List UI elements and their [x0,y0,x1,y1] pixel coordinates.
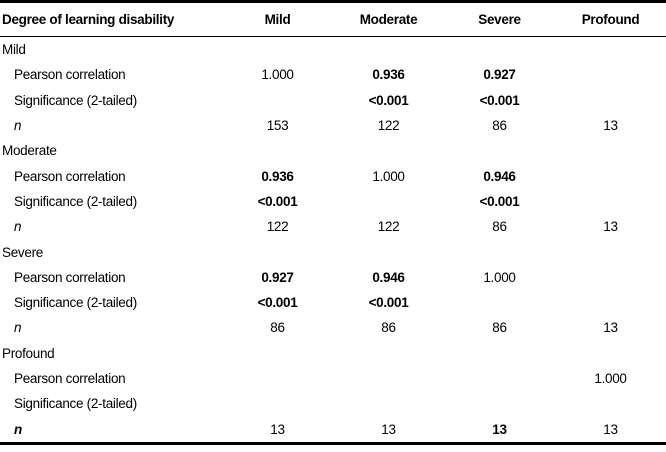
data-cell: 0.927 [483,67,516,83]
data-cell: 122 [377,219,400,235]
data-cell [222,366,333,391]
data-cell: <0.001 [257,193,298,209]
data-cell: 86 [381,320,396,336]
data-cell [333,189,444,214]
data-cell: <0.001 [257,295,298,311]
data-cell [222,391,333,416]
data-cell [333,366,444,391]
data-cell: 13 [270,421,285,437]
data-cell: 153 [266,118,289,134]
row-label: Pearson correlation [14,168,126,184]
row-label: Significance (2-tailed) [14,193,137,209]
row-label: Significance (2-tailed) [14,396,137,412]
data-cell: 1.000 [594,371,627,386]
data-cell: <0.001 [479,193,520,209]
row-label: n [14,320,22,336]
section-row-mild: Mild [0,37,666,63]
column-header-mild: Mild [264,12,291,27]
table-body: Mild Pearson correlation 1.000 0.936 0.927 Si… [0,37,666,444]
data-cell: 86 [492,219,507,235]
data-cell: 1.000 [372,168,405,184]
section-row-moderate: Moderate [0,138,666,163]
data-cell: 13 [603,320,618,336]
table-row-mild-pearson-correlation: Pearson correlation 1.000 0.936 0.927 [0,62,666,87]
data-cell [555,163,666,188]
data-cell: 122 [266,219,289,235]
data-cell: 0.927 [261,269,294,285]
section-title: Mild [2,42,26,58]
table-row-severe-pearson-correlation: Pearson correlation 0.927 0.946 1.000 [0,265,666,290]
data-cell: 1.000 [483,269,516,285]
table-row-moderate-significance-2-tailed: Significance (2-tailed) <0.001 <0.001 [0,189,666,214]
data-cell: 13 [603,118,618,134]
table-row-mild-significance-2-tailed: Significance (2-tailed) <0.001 <0.001 [0,88,666,113]
table-row-profound-pearson-correlation: Pearson correlation 1.000 [0,366,666,391]
data-cell: 13 [603,219,618,235]
column-header-moderate: Moderate [359,12,418,27]
section-title: Profound [2,345,55,361]
table-row-mild-n: n 153 122 86 13 [0,113,666,138]
data-cell: 86 [492,320,507,336]
data-cell: <0.001 [368,92,409,108]
data-cell: 122 [377,118,400,134]
table-row-profound-n: n 13 13 13 13 [0,416,666,443]
table-row-profound-significance-2-tailed: Significance (2-tailed) [0,391,666,416]
data-cell [555,265,666,290]
data-cell [555,88,666,113]
data-cell: 0.936 [261,168,294,184]
data-cell [333,391,444,416]
row-label: Pearson correlation [14,371,126,386]
table-row-severe-n: n 86 86 86 13 [0,315,666,340]
column-header-degree-of-learning-disability: Degree of learning disability [2,12,175,27]
row-label: Significance (2-tailed) [14,295,137,311]
table-row-moderate-pearson-correlation: Pearson correlation 0.936 1.000 0.946 [0,163,666,188]
data-cell [555,391,666,416]
data-cell [444,391,555,416]
column-header-profound: Profound [581,12,640,27]
table-row-severe-significance-2-tailed: Significance (2-tailed) <0.001 <0.001 [0,290,666,315]
table-header: Degree of learning disability Mild Moderat… [0,2,666,37]
data-cell: <0.001 [479,92,520,108]
data-cell [444,290,555,315]
section-title: Severe [2,244,43,260]
data-cell [444,366,555,391]
section-row-profound: Profound [0,341,666,366]
data-cell: 86 [492,118,507,134]
column-header-severe: Severe [478,12,521,27]
data-cell: 0.946 [372,269,405,285]
data-cell [222,88,333,113]
data-cell: 13 [381,421,396,437]
data-cell: 0.946 [483,168,516,184]
data-cell: 13 [603,421,618,437]
data-cell: 1.000 [261,67,294,83]
data-cell [555,189,666,214]
table-row-moderate-n: n 122 122 86 13 [0,214,666,239]
row-label: Pearson correlation [14,269,126,285]
row-label: n [14,219,22,235]
data-cell: 13 [492,421,507,437]
row-label: Pearson correlation [14,67,126,83]
row-label: Significance (2-tailed) [14,92,137,108]
section-row-severe: Severe [0,239,666,264]
section-title: Moderate [2,143,57,159]
row-label: n [14,118,22,134]
data-cell [555,290,666,315]
data-cell: 0.936 [372,67,405,83]
header-row: Degree of learning disability Mild Moderat… [0,2,666,37]
data-cell: 86 [270,320,285,336]
data-cell: <0.001 [368,295,409,311]
row-label: n [14,421,22,437]
data-cell [555,62,666,87]
